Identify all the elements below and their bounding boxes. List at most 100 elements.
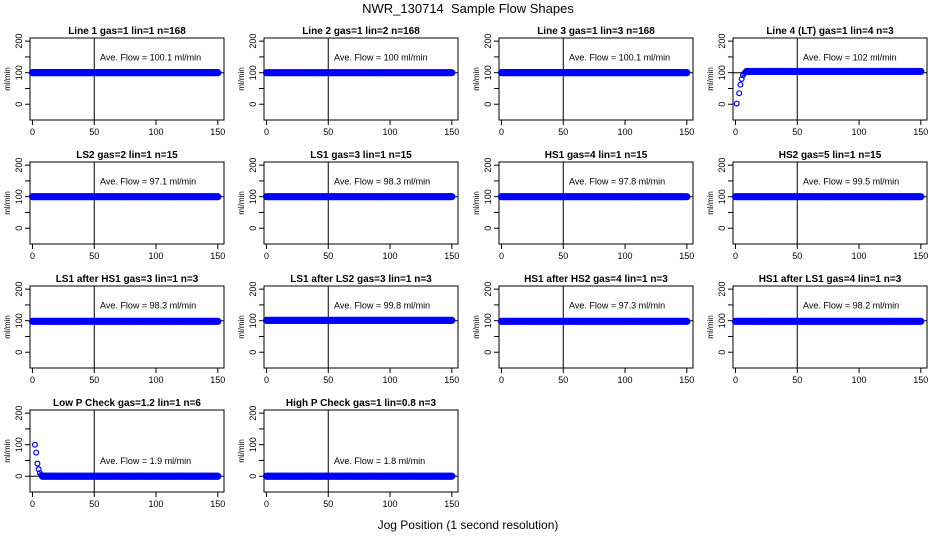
- chart-panel: HS1 gas=4 lin=1 n=15 0 100 200 0 50 100 150 ml/m…: [472, 150, 694, 261]
- y-tick-label: 200: [248, 34, 258, 49]
- chart-panel: Line 1 gas=1 lin=1 n=168 0 100 200 0 50 100 150…: [3, 26, 225, 137]
- x-tick-label: 0: [499, 127, 504, 137]
- x-tick-label: 100: [383, 251, 398, 261]
- x-tick-label: 0: [30, 127, 35, 137]
- data-point: [448, 316, 456, 324]
- y-tick-label: 200: [248, 406, 258, 421]
- chart-title: Low P Check gas=1.2 lin=1 n=6: [53, 398, 201, 409]
- y-axis-label: ml/min: [237, 315, 246, 339]
- data-series: [497, 69, 691, 77]
- y-axis-label: ml/min: [237, 191, 246, 215]
- y-tick-label: 200: [717, 282, 727, 297]
- average-flow-annotation: Ave. Flow = 1.8 ml/min: [334, 456, 425, 466]
- average-flow-annotation: Ave. Flow = 97.8 ml/min: [569, 177, 665, 187]
- x-tick-label: 0: [499, 375, 504, 385]
- x-tick-label: 0: [264, 251, 269, 261]
- x-tick-label: 150: [913, 127, 928, 137]
- chart-title: Line 2 gas=1 lin=2 n=168: [302, 26, 420, 37]
- x-tick-label: 50: [323, 375, 333, 385]
- average-flow-annotation: Ave. Flow = 102 ml/min: [803, 53, 897, 63]
- y-axis-label: ml/min: [472, 315, 481, 339]
- x-tick-label: 100: [852, 375, 867, 385]
- data-point: [917, 193, 925, 201]
- average-flow-annotation: Ave. Flow = 97.3 ml/min: [569, 301, 665, 311]
- chart-panel: LS2 gas=2 lin=1 n=15 0 100 200 0 50 100 150 ml/m…: [3, 150, 225, 261]
- y-tick-label: 200: [248, 282, 258, 297]
- data-series: [731, 193, 925, 201]
- y-tick-label: 100: [248, 189, 258, 204]
- x-tick-label: 100: [618, 251, 633, 261]
- y-axis-label: ml/min: [706, 67, 715, 91]
- y-tick-label: 200: [14, 406, 24, 421]
- average-flow-annotation: Ave. Flow = 99.5 ml/min: [803, 177, 899, 187]
- plot-frame: [263, 285, 459, 369]
- data-series: [497, 193, 691, 201]
- chart-panel: HS1 after HS2 gas=4 lin=1 n=3 0 100 200 0 50 1…: [472, 274, 694, 385]
- y-axis-label: ml/min: [706, 315, 715, 339]
- data-point: [214, 472, 222, 480]
- y-tick-label: 0: [483, 226, 493, 231]
- data-point: [683, 317, 691, 325]
- x-tick-label: 150: [444, 251, 459, 261]
- y-tick-label: 200: [14, 158, 24, 173]
- average-flow-annotation: Ave. Flow = 100 ml/min: [334, 53, 428, 63]
- x-tick-label: 150: [210, 127, 225, 137]
- y-tick-label: 200: [483, 282, 493, 297]
- x-tick-label: 0: [733, 375, 738, 385]
- plot-frame: [732, 285, 928, 369]
- x-tick-label: 0: [733, 127, 738, 137]
- data-point: [917, 67, 925, 76]
- y-tick-label: 0: [248, 350, 258, 355]
- x-tick-label: 150: [210, 375, 225, 385]
- y-tick-label: 0: [248, 474, 258, 479]
- data-series: [733, 67, 925, 107]
- y-axis-label: ml/min: [3, 67, 12, 91]
- y-tick-label: 100: [717, 313, 727, 328]
- data-point: [214, 69, 222, 77]
- data-point: [736, 90, 743, 97]
- y-tick-label: 100: [14, 313, 24, 328]
- y-tick-label: 0: [14, 102, 24, 107]
- x-tick-label: 150: [444, 375, 459, 385]
- x-tick-label: 100: [618, 127, 633, 137]
- x-tick-label: 50: [792, 127, 802, 137]
- chart-panel: HS2 gas=5 lin=1 n=15 0 100 200 0 50 100 150 ml/m…: [706, 150, 928, 261]
- plot-frame: [29, 37, 225, 121]
- x-tick-label: 0: [30, 375, 35, 385]
- data-series: [262, 316, 456, 324]
- y-tick-label: 0: [14, 474, 24, 479]
- plot-frame: [263, 161, 459, 245]
- x-tick-label: 50: [558, 251, 568, 261]
- x-tick-label: 0: [264, 375, 269, 385]
- y-tick-label: 0: [483, 102, 493, 107]
- y-tick-label: 100: [483, 65, 493, 80]
- data-point: [214, 317, 222, 325]
- y-tick-label: 100: [14, 189, 24, 204]
- chart-title: Line 3 gas=1 lin=3 n=168: [537, 26, 655, 37]
- data-series: [497, 317, 691, 325]
- x-tick-label: 0: [30, 251, 35, 261]
- y-tick-label: 0: [248, 226, 258, 231]
- chart-title: HS2 gas=5 lin=1 n=15: [779, 150, 882, 161]
- chart-title: HS1 after LS1 gas=4 lin=1 n=3: [759, 274, 902, 285]
- y-tick-label: 200: [483, 34, 493, 49]
- x-tick-label: 50: [792, 251, 802, 261]
- data-series: [731, 317, 925, 325]
- x-tick-label: 150: [210, 251, 225, 261]
- y-tick-label: 0: [717, 350, 727, 355]
- y-tick-label: 200: [717, 34, 727, 49]
- y-tick-label: 100: [717, 65, 727, 80]
- plot-frame: [498, 161, 694, 245]
- average-flow-annotation: Ave. Flow = 100.1 ml/min: [100, 53, 201, 63]
- y-axis-label: ml/min: [3, 191, 12, 215]
- chart-title: Line 1 gas=1 lin=1 n=168: [68, 26, 186, 37]
- x-tick-label: 100: [149, 499, 164, 509]
- y-axis-label: ml/min: [472, 191, 481, 215]
- chart-title: High P Check gas=1 lin=0.8 n=3: [286, 398, 437, 409]
- x-tick-label: 0: [264, 499, 269, 509]
- y-tick-label: 100: [483, 189, 493, 204]
- data-point: [683, 193, 691, 201]
- chart-panel: Low P Check gas=1.2 lin=1 n=6 0 100 200 0 50 1…: [3, 398, 225, 509]
- plot-frame: [29, 161, 225, 245]
